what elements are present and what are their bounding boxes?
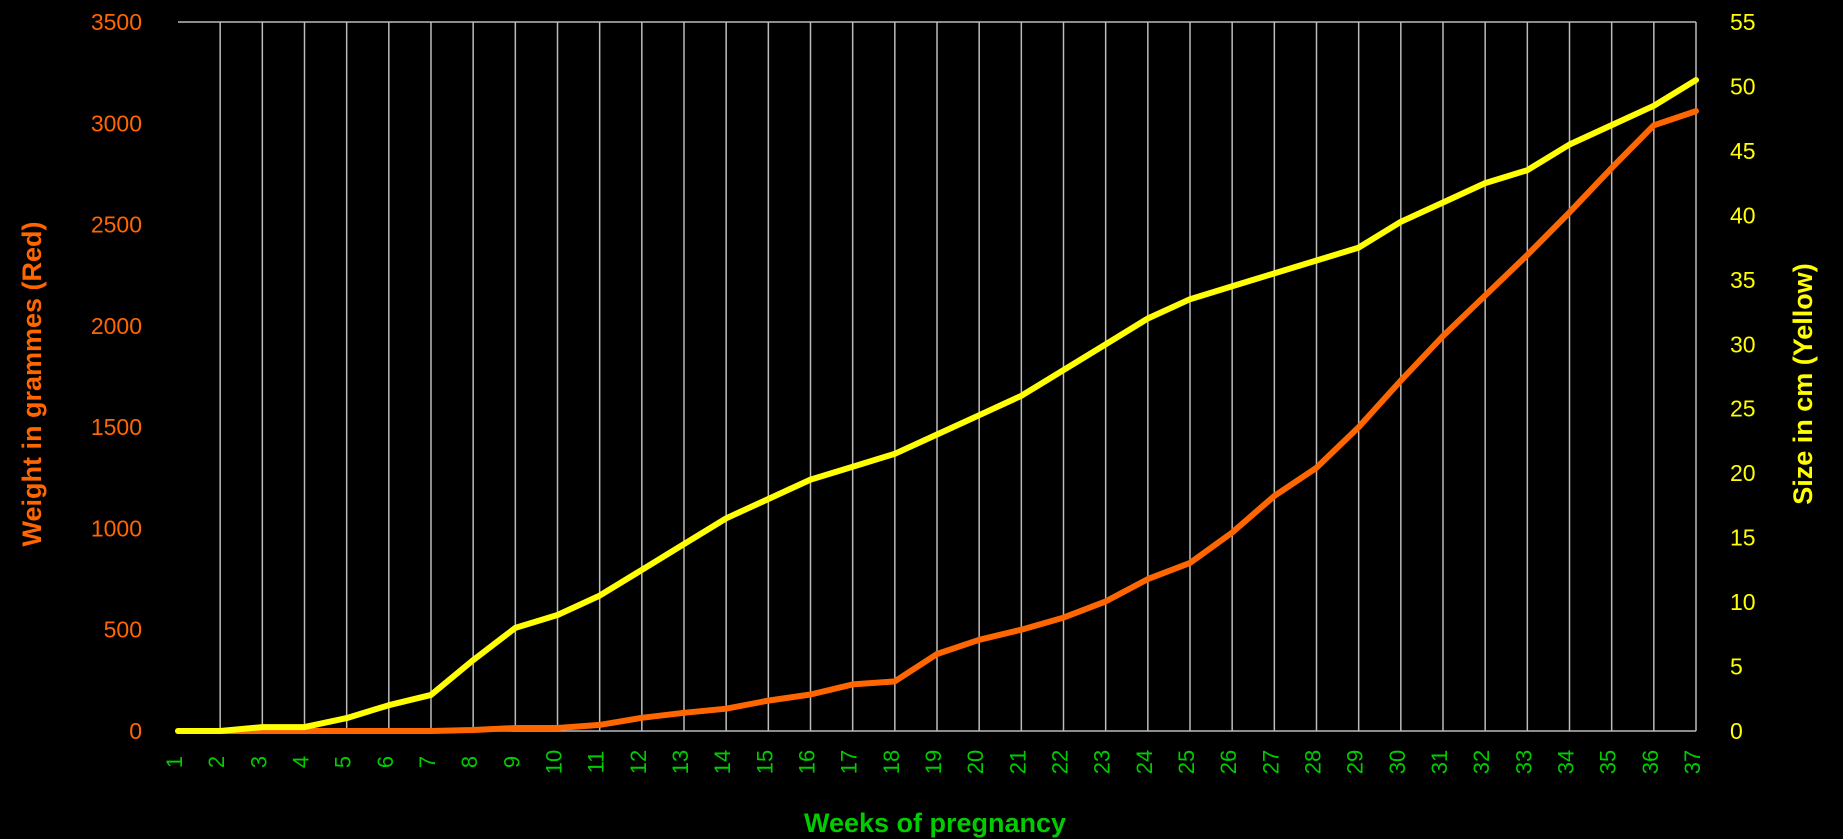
size-series-line — [175, 77, 1699, 734]
right-tick-label: 35 — [1730, 267, 1756, 293]
left-tick-label: 1000 — [91, 515, 142, 541]
right-tick-label: 20 — [1730, 460, 1756, 486]
x-tick-label: 8 — [457, 756, 482, 768]
x-tick-label: 21 — [1005, 750, 1030, 774]
x-tick-label: 32 — [1469, 750, 1494, 774]
left-tick-label: 0 — [129, 718, 142, 744]
x-tick-label: 5 — [331, 756, 356, 768]
x-tick-label: 33 — [1511, 750, 1536, 774]
x-tick-label: 24 — [1132, 750, 1157, 774]
x-tick-label: 23 — [1090, 750, 1115, 774]
x-tick-label: 15 — [752, 750, 777, 774]
x-tick-label: 2 — [204, 756, 229, 768]
right-axis-ticks: 0 5 10 15 20 25 30 35 40 45 50 55 — [1730, 9, 1756, 744]
left-axis-ticks: 0 500 1000 1500 2000 2500 3000 3500 — [91, 9, 142, 744]
series-lines — [175, 77, 1699, 734]
x-tick-label: 10 — [542, 750, 567, 774]
right-tick-label: 40 — [1730, 202, 1756, 228]
right-tick-label: 15 — [1730, 525, 1756, 551]
x-tick-label: 16 — [795, 750, 820, 774]
x-tick-label: 6 — [373, 756, 398, 768]
right-tick-label: 30 — [1730, 331, 1756, 357]
x-tick-label: 12 — [626, 750, 651, 774]
x-tick-label: 29 — [1343, 750, 1368, 774]
left-axis-title: Weight in grammes (Red) — [17, 221, 47, 546]
x-tick-label: 20 — [963, 750, 988, 774]
x-tick-label: 3 — [246, 756, 271, 768]
x-tick-label: 27 — [1258, 750, 1283, 774]
left-tick-label: 3000 — [91, 110, 142, 136]
x-tick-label: 26 — [1216, 750, 1241, 774]
x-tick-label: 25 — [1174, 750, 1199, 774]
right-tick-label: 50 — [1730, 73, 1756, 99]
x-axis-ticks: 1 2 3 4 5 6 7 8 9 10 11 12 13 14 15 16 17 18 19 20 21 22 23 24 2… — [162, 750, 1705, 774]
x-tick-label: 4 — [289, 756, 314, 768]
x-tick-label: 11 — [584, 751, 609, 774]
x-axis-title: Weeks of pregnancy — [804, 808, 1066, 838]
x-tick-label: 30 — [1385, 750, 1410, 774]
right-tick-label: 55 — [1730, 9, 1756, 35]
x-tick-label: 28 — [1301, 750, 1326, 774]
x-tick-label: 36 — [1638, 750, 1663, 774]
x-tick-label: 17 — [837, 750, 862, 774]
left-tick-label: 3500 — [91, 9, 142, 35]
left-tick-label: 2000 — [91, 313, 142, 339]
x-tick-label: 14 — [710, 750, 735, 774]
right-tick-label: 25 — [1730, 396, 1756, 422]
left-tick-label: 2500 — [91, 212, 142, 238]
x-tick-label: 34 — [1554, 750, 1579, 774]
left-tick-label: 1500 — [91, 414, 142, 440]
left-tick-label: 500 — [104, 617, 142, 643]
right-tick-label: 5 — [1730, 654, 1743, 680]
right-tick-label: 0 — [1730, 718, 1743, 744]
x-tick-label: 18 — [879, 750, 904, 774]
x-tick-label: 9 — [499, 756, 524, 768]
x-tick-label: 1 — [162, 756, 187, 768]
x-tick-label: 37 — [1680, 750, 1705, 774]
right-axis-title: Size in cm (Yellow) — [1788, 263, 1818, 505]
x-tick-label: 22 — [1048, 750, 1073, 774]
grid-lines — [178, 21, 1697, 732]
x-tick-label: 7 — [415, 756, 440, 768]
x-tick-label: 13 — [668, 750, 693, 774]
x-tick-label: 19 — [921, 750, 946, 774]
x-tick-label: 31 — [1427, 750, 1452, 774]
weight-series-line — [175, 108, 1699, 734]
right-tick-label: 10 — [1730, 589, 1756, 615]
x-tick-label: 35 — [1596, 750, 1621, 774]
right-tick-label: 45 — [1730, 138, 1756, 164]
